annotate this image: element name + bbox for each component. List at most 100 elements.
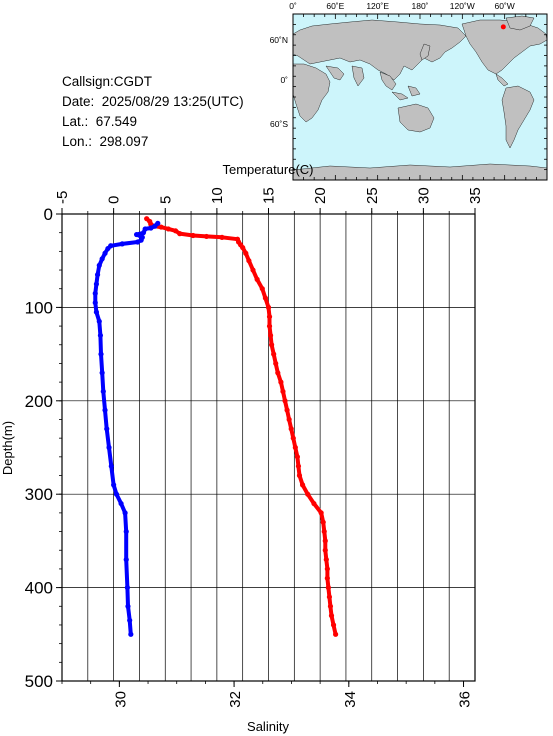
salinity-point <box>140 230 147 236</box>
temperature-point <box>322 547 328 553</box>
temperature-point <box>151 223 157 229</box>
temperature-point <box>324 566 330 572</box>
salinity-point <box>93 281 100 287</box>
temperature-point <box>234 236 241 242</box>
temperature-point <box>266 314 273 320</box>
salinity-tick-label: 32 <box>227 691 244 708</box>
salinity-point <box>138 237 144 243</box>
salinity-point <box>92 300 98 306</box>
temperature-point <box>288 426 294 432</box>
date-text: Date: 2025/08/29 13:25(UTC) <box>62 94 244 109</box>
salinity-axis-label: Salinity <box>247 719 289 734</box>
salinity-profile-line <box>93 221 160 637</box>
temperature-point <box>290 435 296 441</box>
temperature-point <box>271 351 277 357</box>
temperature-point <box>327 603 334 609</box>
land-eurasia-africa <box>292 19 467 81</box>
temperature-point <box>299 482 306 488</box>
map-lon-label: 120˚E <box>366 1 389 11</box>
salinity-point <box>93 309 100 315</box>
salinity-point <box>133 231 140 238</box>
temperature-point <box>235 239 242 245</box>
map-lon-label: 120˚W <box>450 1 475 11</box>
chart-grid <box>61 213 476 682</box>
temperature-point <box>318 510 324 516</box>
map-top-labels: 0˚ 60˚E 120˚E 180˚ 120˚W 60˚W <box>289 1 515 11</box>
temperature-point <box>282 398 288 404</box>
salinity-point <box>148 225 154 231</box>
land-south-america <box>501 85 535 149</box>
salinity-point <box>96 262 102 268</box>
salinity-axis: 30 32 34 36 <box>61 681 474 708</box>
temperature-point <box>328 613 335 619</box>
temperature-point <box>323 556 329 563</box>
temperature-point <box>292 444 298 451</box>
temperature-point <box>284 407 290 413</box>
temperature-point <box>147 218 153 225</box>
temperature-point <box>268 342 275 348</box>
temperature-point <box>278 379 284 385</box>
temperature-point <box>305 491 311 497</box>
temperature-point <box>321 528 327 535</box>
temperature-point <box>267 332 274 339</box>
salinity-point <box>106 444 112 451</box>
land-greenland <box>505 15 535 31</box>
salinity-point <box>105 245 111 252</box>
salinity-point <box>99 256 105 262</box>
salinity-point <box>155 220 161 226</box>
land-arabia-india <box>325 65 365 87</box>
salinity-point <box>108 243 114 249</box>
temperature-profile-line <box>144 216 338 637</box>
salinity-point <box>123 528 129 535</box>
land-japan <box>419 43 431 61</box>
temperature-point <box>259 286 265 292</box>
temperature-point <box>250 267 256 273</box>
salinity-point <box>102 407 108 413</box>
map-lon-label: 180˚ <box>411 1 428 11</box>
salinity-point <box>118 500 124 507</box>
salinity-point <box>111 482 117 488</box>
map-left-labels: 60˚N 0˚ 60˚S <box>270 35 289 129</box>
lat-text: Lat.: 67.549 <box>62 114 138 129</box>
salinity-point <box>92 290 98 296</box>
station-info: Callsign:CGDT Date: 2025/08/29 13:25(UTC… <box>62 72 244 152</box>
temperature-point <box>273 360 279 367</box>
salinity-point <box>139 234 145 240</box>
map-frame-ticks <box>292 13 548 181</box>
temperature-point <box>296 472 303 479</box>
temperature-point <box>311 500 317 507</box>
salinity-point <box>98 351 104 357</box>
salinity-point <box>94 272 101 278</box>
temperature-point <box>266 323 273 329</box>
temperature-point <box>203 233 210 240</box>
salinity-point <box>123 556 129 563</box>
temperature-point <box>158 224 164 230</box>
temperature-point <box>144 216 150 222</box>
salinity-point <box>96 318 102 325</box>
temperature-point <box>294 454 301 460</box>
temperature-point <box>240 245 246 251</box>
salinity-point <box>100 388 106 395</box>
temperature-point <box>330 622 337 628</box>
map-lat-label: 60˚S <box>270 119 288 129</box>
salinity-tick-label: 34 <box>342 691 359 708</box>
salinity-point <box>97 332 104 339</box>
map-land <box>292 15 548 181</box>
depth-tick-label: 400 <box>25 579 53 598</box>
depth-tick-label: 300 <box>25 485 53 504</box>
salinity-tick-label: 30 <box>112 691 129 708</box>
depth-axis: 0 100 200 300 400 500 <box>25 205 62 691</box>
temperature-point <box>333 631 339 637</box>
temperature-point <box>177 231 183 237</box>
map-lat-label: 60˚N <box>270 35 288 45</box>
salinity-point <box>119 241 125 247</box>
depth-tick-label: 0 <box>44 205 53 224</box>
temperature-point <box>325 585 331 591</box>
temperature-point <box>165 226 171 232</box>
temperature-point <box>320 519 326 525</box>
depth-tick-label: 100 <box>25 298 53 317</box>
temperature-point <box>190 232 196 239</box>
land-australia <box>397 103 435 133</box>
land-africa <box>292 63 331 123</box>
temperature-point <box>246 258 252 264</box>
